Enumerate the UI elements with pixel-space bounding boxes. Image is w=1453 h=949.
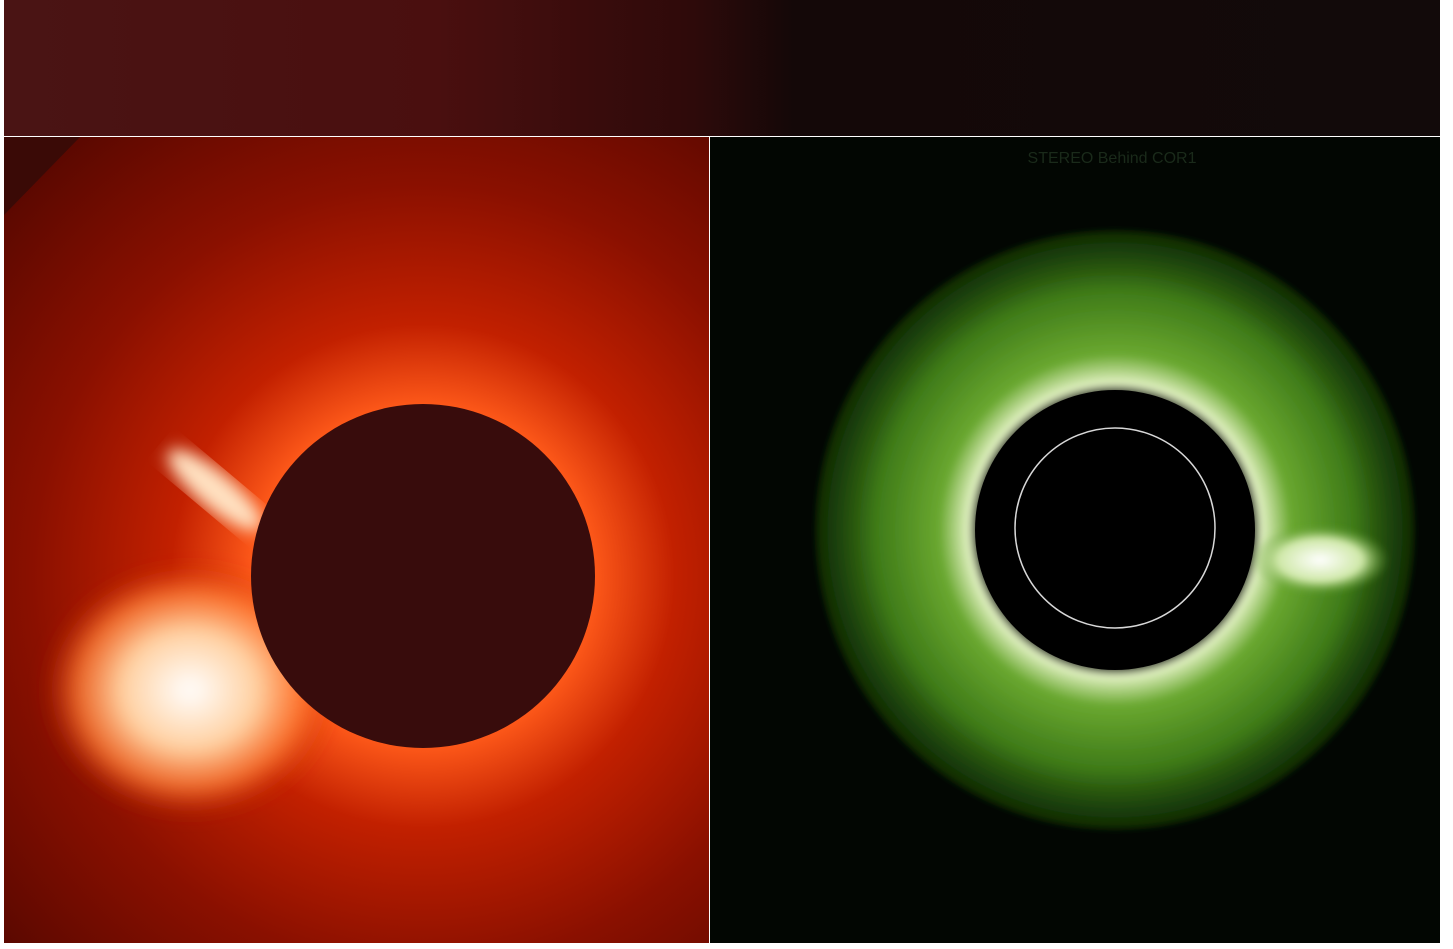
left-panel [4,137,709,943]
right-panel: STEREO Behind COR1 [710,137,1440,943]
sun-outline [1014,427,1216,629]
corner [4,137,80,215]
instrument-label: STEREO Behind COR1 [1028,150,1197,167]
flare-region [1250,525,1390,595]
top-band [4,0,1440,136]
cme-streak [167,449,263,531]
occulter-disk [251,404,595,748]
